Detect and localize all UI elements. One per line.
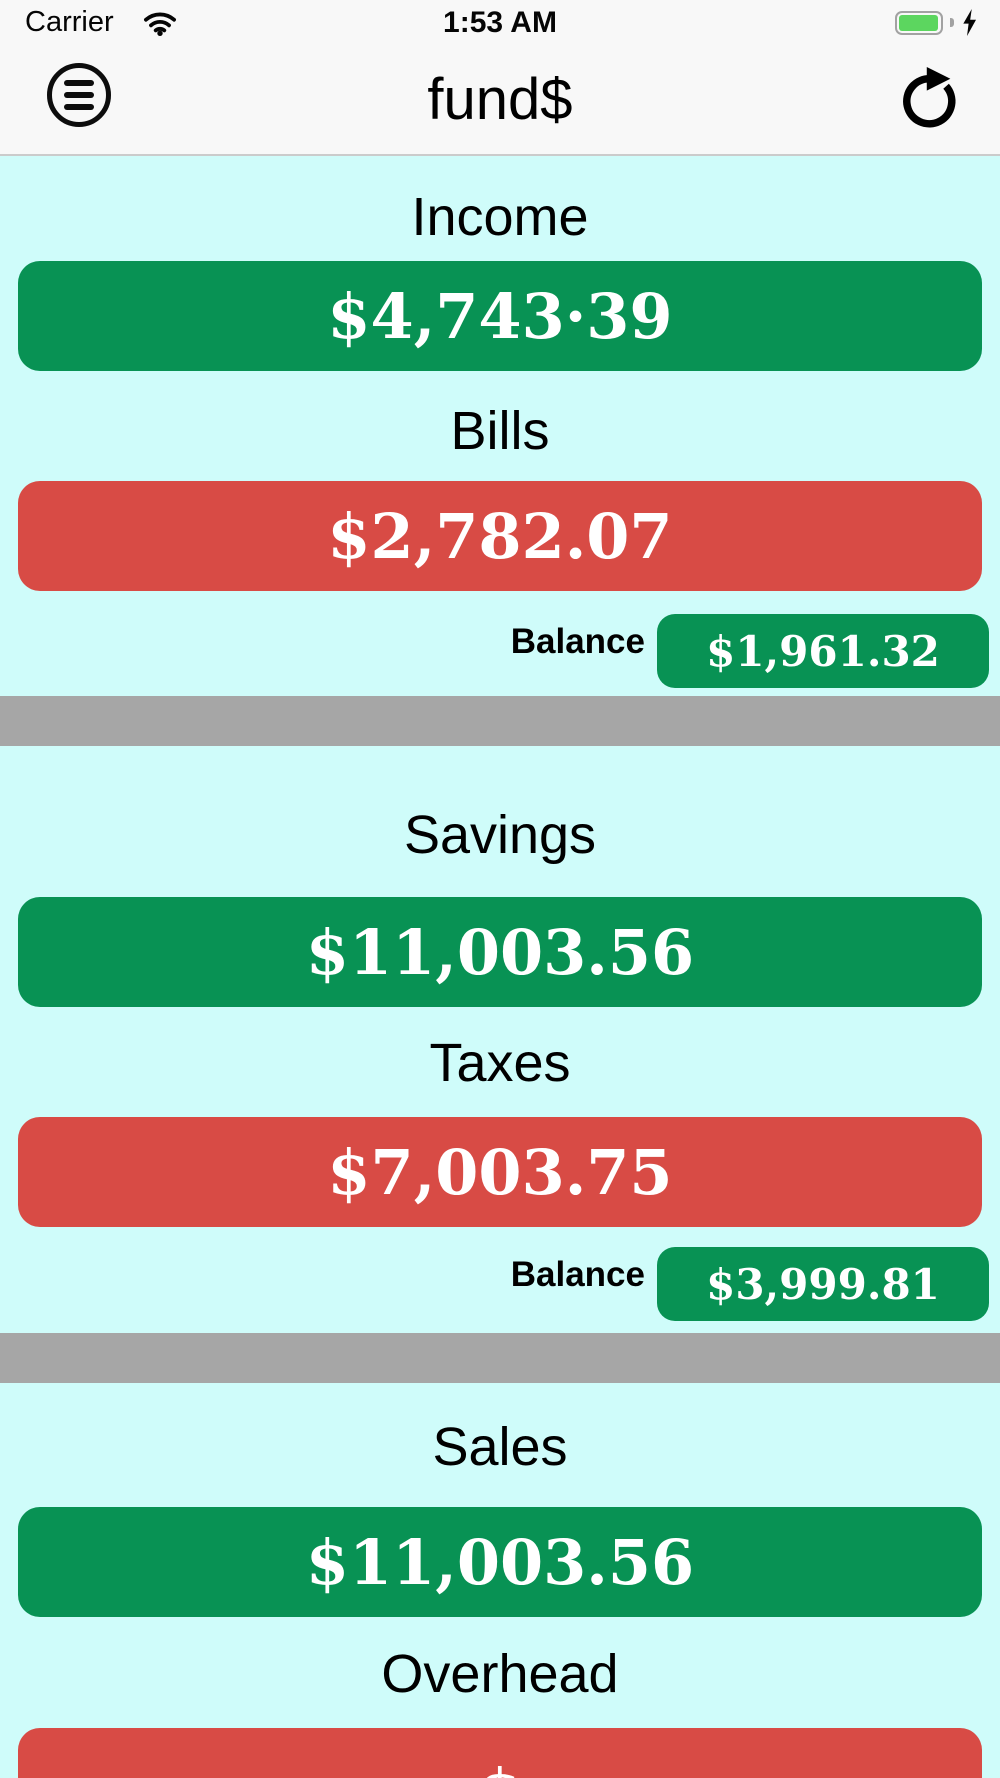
taxes-amount-button[interactable]: $7,003.75: [18, 1117, 982, 1227]
wifi-icon: [142, 9, 178, 41]
charging-bolt-icon: [963, 9, 977, 36]
sales-label: Sales: [432, 1417, 568, 1477]
battery-status: [895, 9, 978, 36]
bills-amount: $2,782.07: [327, 499, 673, 573]
section-divider: [0, 1333, 1000, 1383]
income-label: Income: [411, 187, 589, 247]
overhead-amount: $: [478, 1755, 521, 1778]
nav-bar: fund$: [0, 45, 1000, 156]
sales-amount: $11,003.56: [305, 1525, 695, 1599]
battery-level: [899, 14, 938, 31]
balance-row: Balance $3,999.81: [0, 1247, 1000, 1321]
taxes-label: Taxes: [429, 1033, 571, 1093]
balance-label: Balance: [510, 622, 645, 661]
balance-amount-chip: $1,961.32: [657, 614, 989, 688]
savings-amount-button[interactable]: $11,003.56: [18, 897, 982, 1007]
balance-amount-chip: $3,999.81: [657, 1247, 989, 1321]
bills-amount-button[interactable]: $2,782.07: [18, 481, 982, 591]
balance-amount: $3,999.81: [706, 1259, 940, 1309]
income-amount-button[interactable]: $4,743·39: [18, 261, 982, 371]
section-divider: [0, 696, 1000, 746]
carrier-label: Carrier: [25, 6, 114, 38]
menu-button[interactable]: [47, 63, 111, 127]
savings-label: Savings: [403, 805, 597, 865]
status-bar: Carrier 1:53 AM: [0, 0, 1000, 45]
sales-amount-button[interactable]: $11,003.56: [18, 1507, 982, 1617]
bills-label: Bills: [450, 401, 550, 461]
clock-label: 1:53 AM: [443, 6, 557, 39]
overhead-label: Overhead: [381, 1644, 619, 1704]
balance-row: Balance $1,961.32: [0, 614, 1000, 688]
battery-icon: [895, 10, 943, 35]
overhead-amount-button[interactable]: $: [18, 1728, 982, 1778]
balance-amount: $1,961.32: [706, 626, 940, 676]
refresh-button[interactable]: [900, 65, 960, 129]
savings-amount: $11,003.56: [305, 915, 695, 989]
income-amount: $4,743·39: [327, 279, 673, 353]
app-title: fund$: [427, 67, 573, 132]
hamburger-menu-icon: [64, 80, 94, 86]
balance-label: Balance: [510, 1255, 645, 1294]
taxes-amount: $7,003.75: [327, 1135, 673, 1209]
refresh-icon: [903, 67, 956, 128]
battery-nub: [950, 18, 954, 27]
